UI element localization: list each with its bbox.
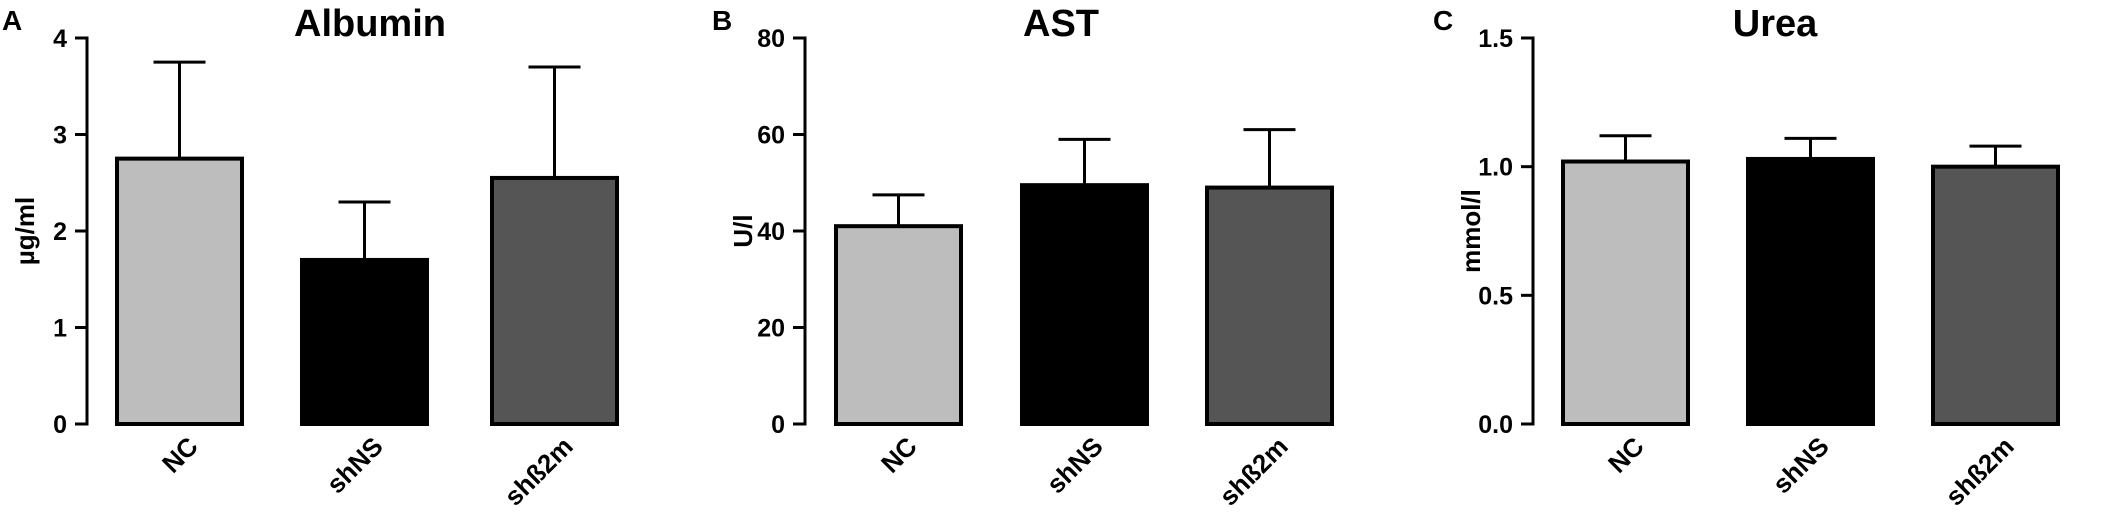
x-category-label: shß2m bbox=[1939, 431, 2019, 511]
bar-shns bbox=[1746, 156, 1875, 427]
y-tick-label: 0.5 bbox=[1478, 282, 1513, 310]
x-category-label: shß2m bbox=[498, 431, 578, 511]
y-tick-label: 0.0 bbox=[1478, 411, 1513, 439]
y-axis-label: µg/ml bbox=[10, 197, 40, 265]
y-tick-label: 3 bbox=[53, 122, 67, 150]
x-category-label: NC bbox=[156, 431, 204, 479]
y-axis-label: U/l bbox=[728, 214, 758, 247]
y-tick-label: 0 bbox=[53, 411, 67, 439]
y-axis-label: mmol/l bbox=[1456, 189, 1486, 273]
x-category-label: shNS bbox=[321, 431, 389, 499]
y-tick-label: 1 bbox=[53, 315, 67, 343]
bar-shns bbox=[300, 257, 429, 427]
y-tick-label: 1.5 bbox=[1478, 25, 1513, 53]
bar-shns bbox=[1020, 183, 1149, 426]
chart-title: Albumin bbox=[294, 3, 446, 45]
x-category-label: shNS bbox=[1041, 431, 1109, 499]
y-tick-label: 80 bbox=[757, 25, 785, 53]
bar-sh2m bbox=[490, 175, 619, 426]
panel-letter: C bbox=[1433, 5, 1453, 36]
y-tick-label: 40 bbox=[757, 218, 785, 246]
panel-letter: B bbox=[712, 5, 732, 36]
bar-sh2m bbox=[1205, 185, 1334, 426]
chart-panel-a: A Albumin µg/ml 0 1 2 3 4 NC shNS shß2m bbox=[2, 3, 619, 512]
panel-letter: A bbox=[2, 5, 22, 36]
chart-panel-b: B AST U/l 0 20 40 60 80 NC shNS shß2m bbox=[712, 3, 1334, 512]
y-tick-label: 2 bbox=[53, 218, 67, 246]
x-category-label: shNS bbox=[1767, 431, 1835, 499]
chart-title: AST bbox=[1023, 3, 1099, 45]
y-tick-label: 0 bbox=[771, 411, 785, 439]
chart-title: Urea bbox=[1733, 3, 1818, 45]
bar-nc bbox=[834, 224, 963, 426]
x-category-label: NC bbox=[1602, 431, 1650, 479]
y-tick-label: 4 bbox=[53, 25, 67, 53]
y-tick-label: 60 bbox=[757, 122, 785, 150]
y-tick-label: 1.0 bbox=[1478, 154, 1513, 182]
y-tick-label: 20 bbox=[757, 315, 785, 343]
x-category-label: shß2m bbox=[1213, 431, 1293, 511]
bar-nc bbox=[1561, 159, 1690, 427]
bar-nc bbox=[115, 156, 244, 426]
x-category-label: NC bbox=[875, 431, 923, 479]
chart-panel-c: C Urea mmol/l 0.0 0.5 1.0 1.5 NC shNS shß2m bbox=[1433, 3, 2060, 512]
bar-sh2m bbox=[1931, 164, 2060, 427]
